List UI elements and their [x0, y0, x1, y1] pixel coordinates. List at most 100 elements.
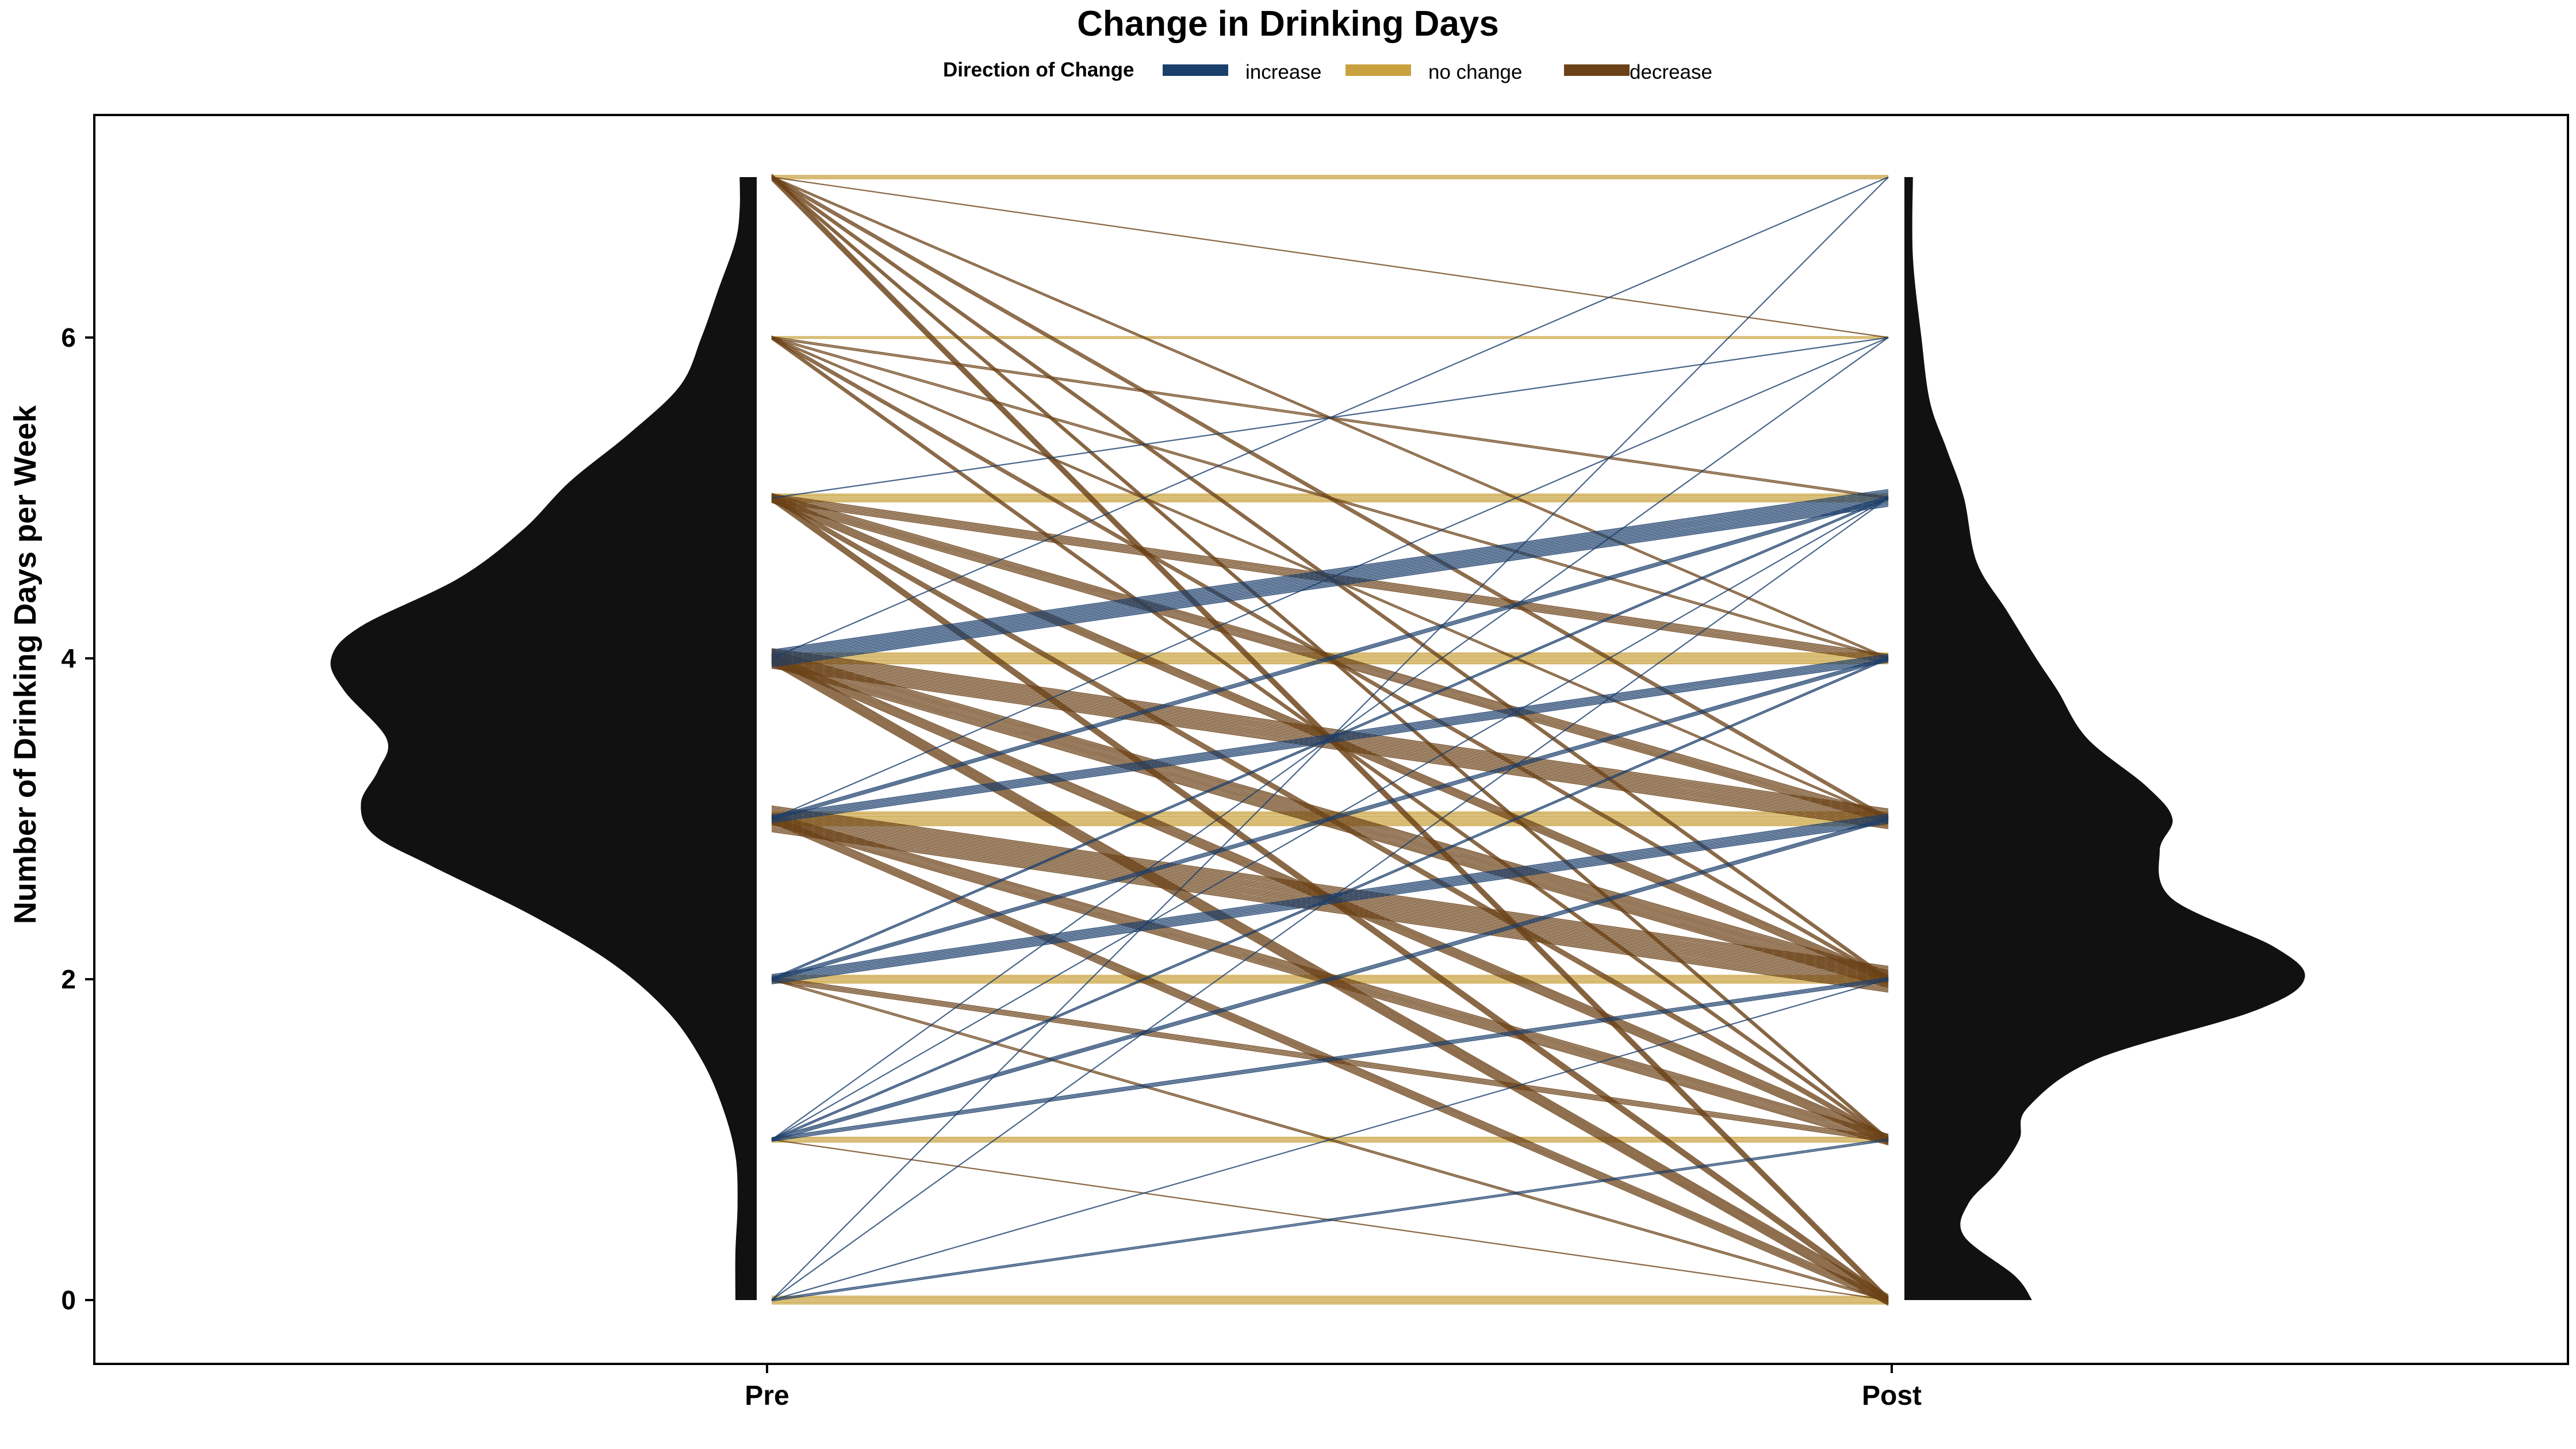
change-line-decrease	[771, 175, 1889, 1300]
change-line-increase	[771, 498, 1889, 660]
change-line-increase	[771, 656, 1889, 979]
panel-border	[93, 114, 2569, 1365]
change-line-increase	[771, 497, 1889, 820]
change-line-decrease	[771, 660, 1889, 1303]
change-line-increase	[771, 1138, 1889, 1300]
change-line-increase	[771, 505, 1889, 668]
change-line-decrease	[771, 667, 1889, 829]
change-line-increase	[771, 337, 1889, 1140]
change-line-decrease	[771, 663, 1889, 986]
legend-swatch-increase	[1163, 64, 1228, 76]
change-line-decrease	[771, 661, 1889, 1305]
change-line-decrease	[771, 823, 1889, 986]
change-line-increase	[771, 496, 1889, 658]
change-line-increase	[771, 501, 1889, 663]
legend-label-decrease: decrease	[1630, 61, 1712, 83]
change-line-increase	[771, 336, 1889, 820]
change-line-increase	[771, 816, 1889, 1139]
legend-swatch-decrease	[1564, 64, 1630, 76]
change-line-decrease	[771, 820, 1889, 1303]
series-increase	[771, 176, 1889, 1302]
change-line-decrease	[771, 810, 1889, 972]
change-line-decrease	[771, 666, 1889, 988]
change-line-decrease	[771, 979, 1889, 1302]
change-line-decrease	[771, 664, 1889, 826]
change-line-increase	[771, 492, 1889, 654]
change-line-increase	[771, 818, 1889, 980]
y-tick-label: 2	[61, 964, 76, 994]
change-line-increase	[771, 659, 1889, 982]
change-line-decrease	[771, 176, 1889, 339]
change-line-decrease	[771, 825, 1889, 987]
change-line-decrease	[771, 175, 1889, 979]
change-line-increase	[771, 816, 1889, 979]
change-line-increase	[771, 819, 1889, 1142]
change-line-increase	[771, 980, 1889, 1142]
change-line-increase	[771, 814, 1889, 976]
change-line-decrease	[771, 664, 1889, 987]
change-line-decrease	[771, 666, 1889, 828]
change-line-decrease	[771, 663, 1889, 1306]
change-line-increase	[771, 499, 1889, 661]
change-line-decrease	[771, 336, 1889, 658]
change-line-decrease	[771, 179, 1889, 1304]
density-pre	[330, 177, 757, 1300]
change-line-increase	[771, 493, 1889, 656]
change-line-decrease	[771, 498, 1889, 1141]
change-line-increase	[771, 661, 1889, 823]
change-line-decrease	[771, 977, 1889, 1300]
change-line-decrease	[771, 499, 1889, 1143]
change-line-decrease	[771, 496, 1889, 1140]
change-line-increase	[771, 658, 1889, 1141]
change-line-increase	[771, 978, 1889, 1141]
change-line-increase	[771, 657, 1889, 980]
change-line-increase	[771, 822, 1889, 984]
change-line-increase	[771, 660, 1889, 822]
change-line-decrease	[771, 826, 1889, 988]
y-tick-label: 0	[61, 1285, 76, 1315]
change-line-decrease	[771, 178, 1889, 821]
change-line-decrease	[771, 649, 1889, 972]
change-line-decrease	[771, 501, 1889, 824]
change-line-increase	[771, 504, 1889, 666]
change-line-decrease	[771, 657, 1889, 1300]
legend-swatch-no-change	[1346, 64, 1411, 76]
change-line-increase	[771, 819, 1889, 982]
y-axis: 0 2 4 6	[61, 323, 94, 1315]
plot-area	[330, 174, 2305, 1306]
change-line-decrease	[771, 816, 1889, 1299]
x-tick-label-post: Post	[1862, 1381, 1922, 1411]
y-axis-label: Number of Drinking Days per Week	[8, 405, 43, 924]
change-line-decrease	[771, 495, 1889, 1138]
change-line-decrease	[771, 500, 1889, 823]
change-line-increase	[771, 657, 1889, 819]
change-line-increase	[771, 489, 1889, 651]
change-line-increase	[771, 336, 1889, 499]
change-line-decrease	[771, 827, 1889, 990]
y-tick-label: 6	[61, 323, 76, 352]
change-line-increase	[771, 1140, 1889, 1302]
change-line-decrease	[771, 649, 1889, 811]
density-post	[1904, 177, 2305, 1300]
change-line-decrease	[771, 656, 1889, 1299]
change-line-increase	[771, 818, 1889, 1141]
change-line-decrease	[771, 807, 1889, 969]
change-line-increase	[771, 657, 1889, 1140]
change-line-decrease	[771, 812, 1889, 975]
change-line-increase	[771, 821, 1889, 983]
change-line-decrease	[771, 494, 1889, 816]
change-line-increase	[771, 496, 1889, 818]
legend-title: Direction of Change	[943, 59, 1134, 81]
change-line-decrease	[771, 805, 1889, 967]
change-line-decrease	[771, 493, 1889, 815]
change-line-decrease	[771, 652, 1889, 975]
change-line-decrease	[771, 663, 1889, 825]
y-tick-label: 4	[61, 643, 76, 673]
change-line-decrease	[771, 808, 1889, 971]
legend: Direction of Change increase no change d…	[943, 59, 1712, 83]
legend-label-increase: increase	[1245, 61, 1321, 83]
change-line-decrease	[771, 654, 1889, 976]
change-line-decrease	[771, 178, 1889, 982]
x-tick-label-pre: Pre	[745, 1381, 789, 1411]
change-line-decrease	[771, 831, 1889, 993]
